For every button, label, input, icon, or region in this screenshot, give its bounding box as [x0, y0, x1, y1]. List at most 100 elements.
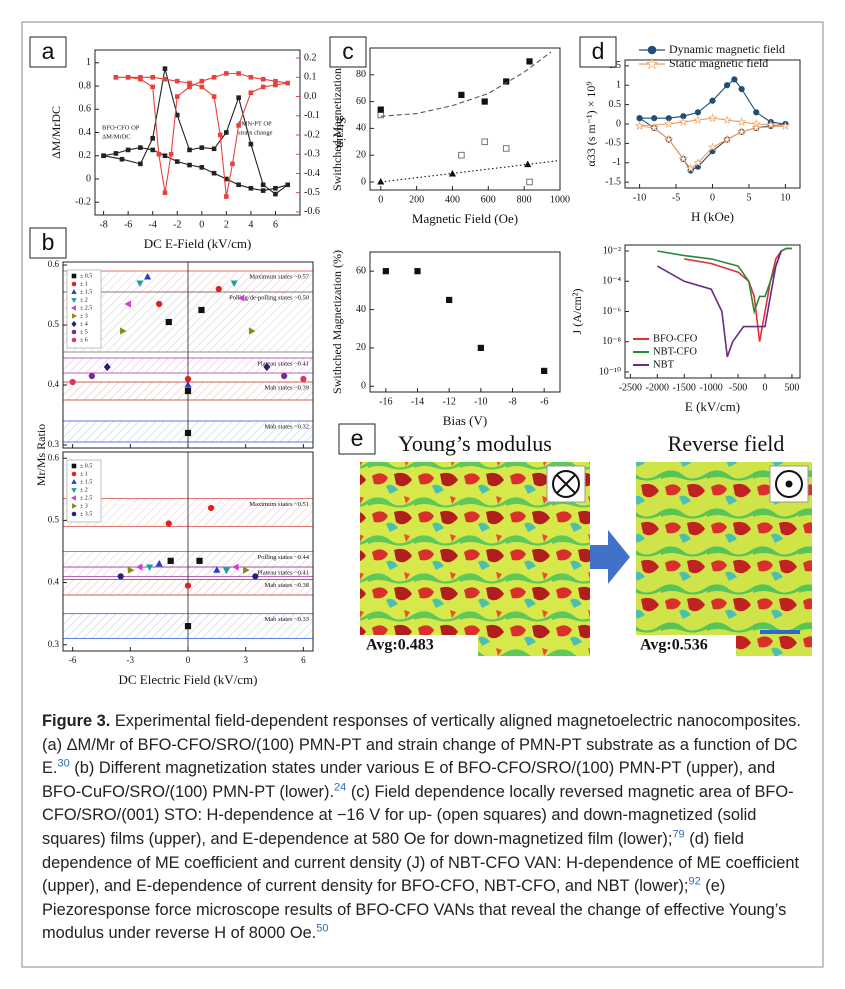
marker — [165, 318, 172, 326]
y-tick-label: 80 — [356, 69, 366, 80]
y-tick-label: 0.3 — [48, 639, 60, 649]
y-axis-label: Swithched Magnetization (%) — [330, 47, 344, 191]
panel-label-box — [29, 36, 67, 68]
marker — [187, 147, 192, 153]
band-label: Plateau states ~0.41 — [257, 570, 309, 577]
caption-text: (b) Different magnetization states under… — [42, 759, 776, 801]
marker — [236, 71, 241, 76]
marker — [260, 188, 266, 193]
marker — [184, 387, 192, 395]
x-tick-label: 2 — [224, 219, 229, 230]
x-tick-label: -6 — [124, 219, 132, 230]
marker — [252, 573, 259, 580]
band-label: Polling states ~0.44 — [258, 554, 310, 561]
legend-label: ± 2.5 — [80, 305, 92, 311]
marker — [162, 153, 168, 159]
y-tick-label: 10⁻⁸ — [602, 336, 621, 347]
caption-text: Experimental field-dependent responses o… — [42, 712, 801, 778]
marker — [150, 84, 155, 90]
marker — [649, 122, 659, 132]
field-icon — [775, 470, 803, 498]
marker — [693, 115, 703, 125]
marker — [377, 177, 385, 185]
marker — [71, 511, 77, 517]
marker — [502, 145, 510, 152]
marker — [414, 268, 421, 275]
y-tick-label: -0.2 — [75, 197, 91, 208]
marker — [168, 151, 174, 157]
marker — [236, 95, 241, 100]
marker — [117, 573, 124, 580]
y-tick-label: 0 — [616, 118, 621, 129]
marker — [678, 117, 689, 127]
x-tick-label: 0 — [186, 655, 191, 665]
caption-text: (c) Field dependence locally reversed ma… — [42, 782, 794, 848]
x-tick-label: 4 — [248, 219, 253, 230]
x-tick-label: 600 — [481, 194, 496, 205]
y-tick-label: 10⁻⁴ — [602, 276, 621, 287]
marker — [215, 285, 222, 293]
y-tick-label: 10⁻² — [603, 245, 621, 256]
marker — [647, 45, 657, 55]
x-tick-label: 0 — [378, 194, 383, 205]
figure-border — [21, 21, 824, 968]
y-tick-label: 0.4 — [79, 127, 92, 138]
y-tick-label: 0.8 — [79, 80, 92, 91]
panel-label-box — [29, 227, 67, 259]
marker — [145, 564, 154, 572]
y-tick-label: 0.4 — [48, 379, 60, 389]
marker — [248, 185, 254, 191]
marker — [184, 582, 192, 589]
marker — [273, 82, 278, 88]
y2-tick-label: -0.6 — [304, 206, 320, 217]
marker — [526, 178, 533, 186]
y-tick-label: 0.6 — [79, 104, 92, 115]
marker — [224, 71, 229, 76]
marker — [207, 504, 215, 512]
x-tick-label: 6 — [273, 219, 278, 230]
legend-label: ± 3 — [80, 313, 88, 319]
marker — [232, 563, 239, 571]
marker — [723, 82, 731, 89]
marker — [211, 146, 217, 152]
x-tick-label: -500 — [729, 382, 747, 393]
y-axis-label: J (A/cm²) — [570, 289, 584, 335]
marker — [236, 182, 241, 188]
legend-label: ± 2.5 — [80, 495, 92, 501]
marker — [213, 566, 221, 573]
y-tick-label: -0.5 — [605, 138, 621, 149]
marker — [71, 329, 77, 335]
marker — [150, 75, 155, 80]
y-tick-label: 0.3 — [48, 439, 60, 449]
marker — [125, 75, 131, 80]
series-line — [380, 51, 552, 117]
marker — [196, 557, 203, 564]
marker — [162, 190, 168, 195]
reference: 30 — [57, 757, 70, 770]
y-tick-label: -1.5 — [605, 176, 621, 187]
x-tick-label: -16 — [379, 396, 392, 407]
marker — [71, 281, 77, 287]
marker — [70, 495, 76, 501]
annotation: PMN-PT OP — [238, 120, 272, 127]
marker — [526, 58, 533, 65]
marker — [224, 130, 229, 135]
marker — [174, 94, 180, 99]
legend-label: ± 6 — [80, 337, 88, 343]
marker — [150, 136, 155, 141]
y-tick-label: 0.6 — [48, 259, 60, 269]
marker — [138, 161, 143, 167]
y-tick-label: 1 — [616, 80, 621, 91]
y-tick-label: 10⁻⁶ — [602, 306, 621, 317]
field-icon — [556, 474, 576, 494]
arrow — [590, 530, 630, 584]
avg-box — [636, 635, 736, 656]
marker — [458, 91, 465, 98]
y-tick-label: 10⁻¹⁰ — [599, 366, 621, 377]
x-tick-label: -6 — [540, 396, 548, 407]
marker — [481, 98, 488, 105]
marker — [199, 145, 205, 150]
x-tick-label: 0 — [763, 382, 768, 393]
marker — [199, 165, 205, 170]
avg-label: Avg:0.536 — [640, 637, 708, 654]
